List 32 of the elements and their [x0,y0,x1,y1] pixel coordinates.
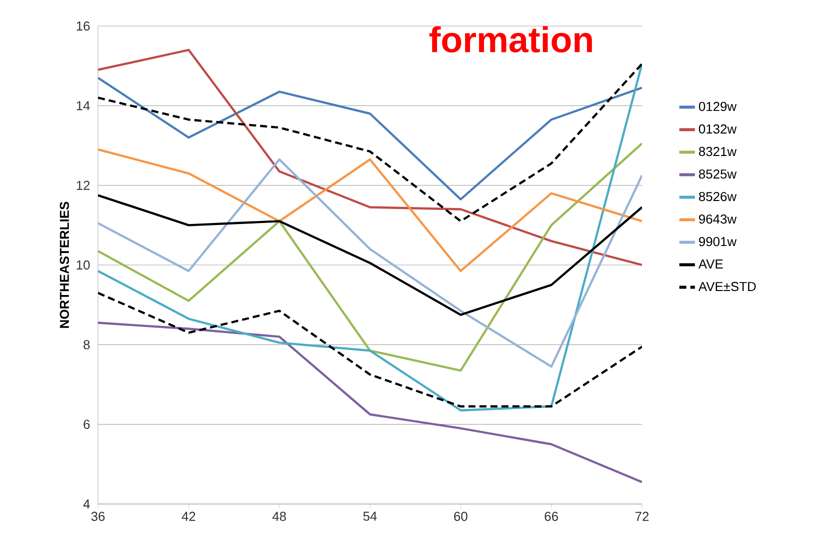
legend-label: 9643w [699,214,737,224]
line-series [98,76,642,200]
y-tick-label: 14 [76,101,90,110]
legend-label: AVE [698,260,723,268]
x-tick-label: 54 [363,512,377,521]
y-tick-label: 6 [84,420,90,429]
y-tick-label: 10 [76,260,90,270]
y-tick-label: 8 [84,340,90,350]
legend-label: 0129w [698,102,737,112]
legend-label: 8525w [698,169,737,179]
line-series [98,292,642,408]
y-axis-title: NORTHEASTERLIES [60,202,69,328]
legend-label: 9901w [699,237,737,246]
legend-label: 8321w [698,146,737,156]
legend-label: 8526w [698,192,737,202]
x-tick-label: 72 [635,512,649,521]
line-series [98,62,642,412]
x-tick-label: 36 [91,512,105,521]
line-series [98,148,642,272]
line-series [98,62,642,222]
x-tick-label: 66 [544,512,558,521]
y-tick-label: 16 [76,21,90,31]
x-tick-label: 48 [272,512,286,521]
annotation: formation [429,26,592,53]
x-tick-label: 42 [182,512,196,521]
line-series [98,322,642,484]
y-tick-label: 4 [83,500,90,508]
x-tick-label: 60 [454,512,468,521]
y-tick-label: 12 [76,180,90,190]
legend-label: 0132w [698,124,737,134]
legend-label: AVE±STD [698,282,756,292]
line-series [98,194,642,316]
